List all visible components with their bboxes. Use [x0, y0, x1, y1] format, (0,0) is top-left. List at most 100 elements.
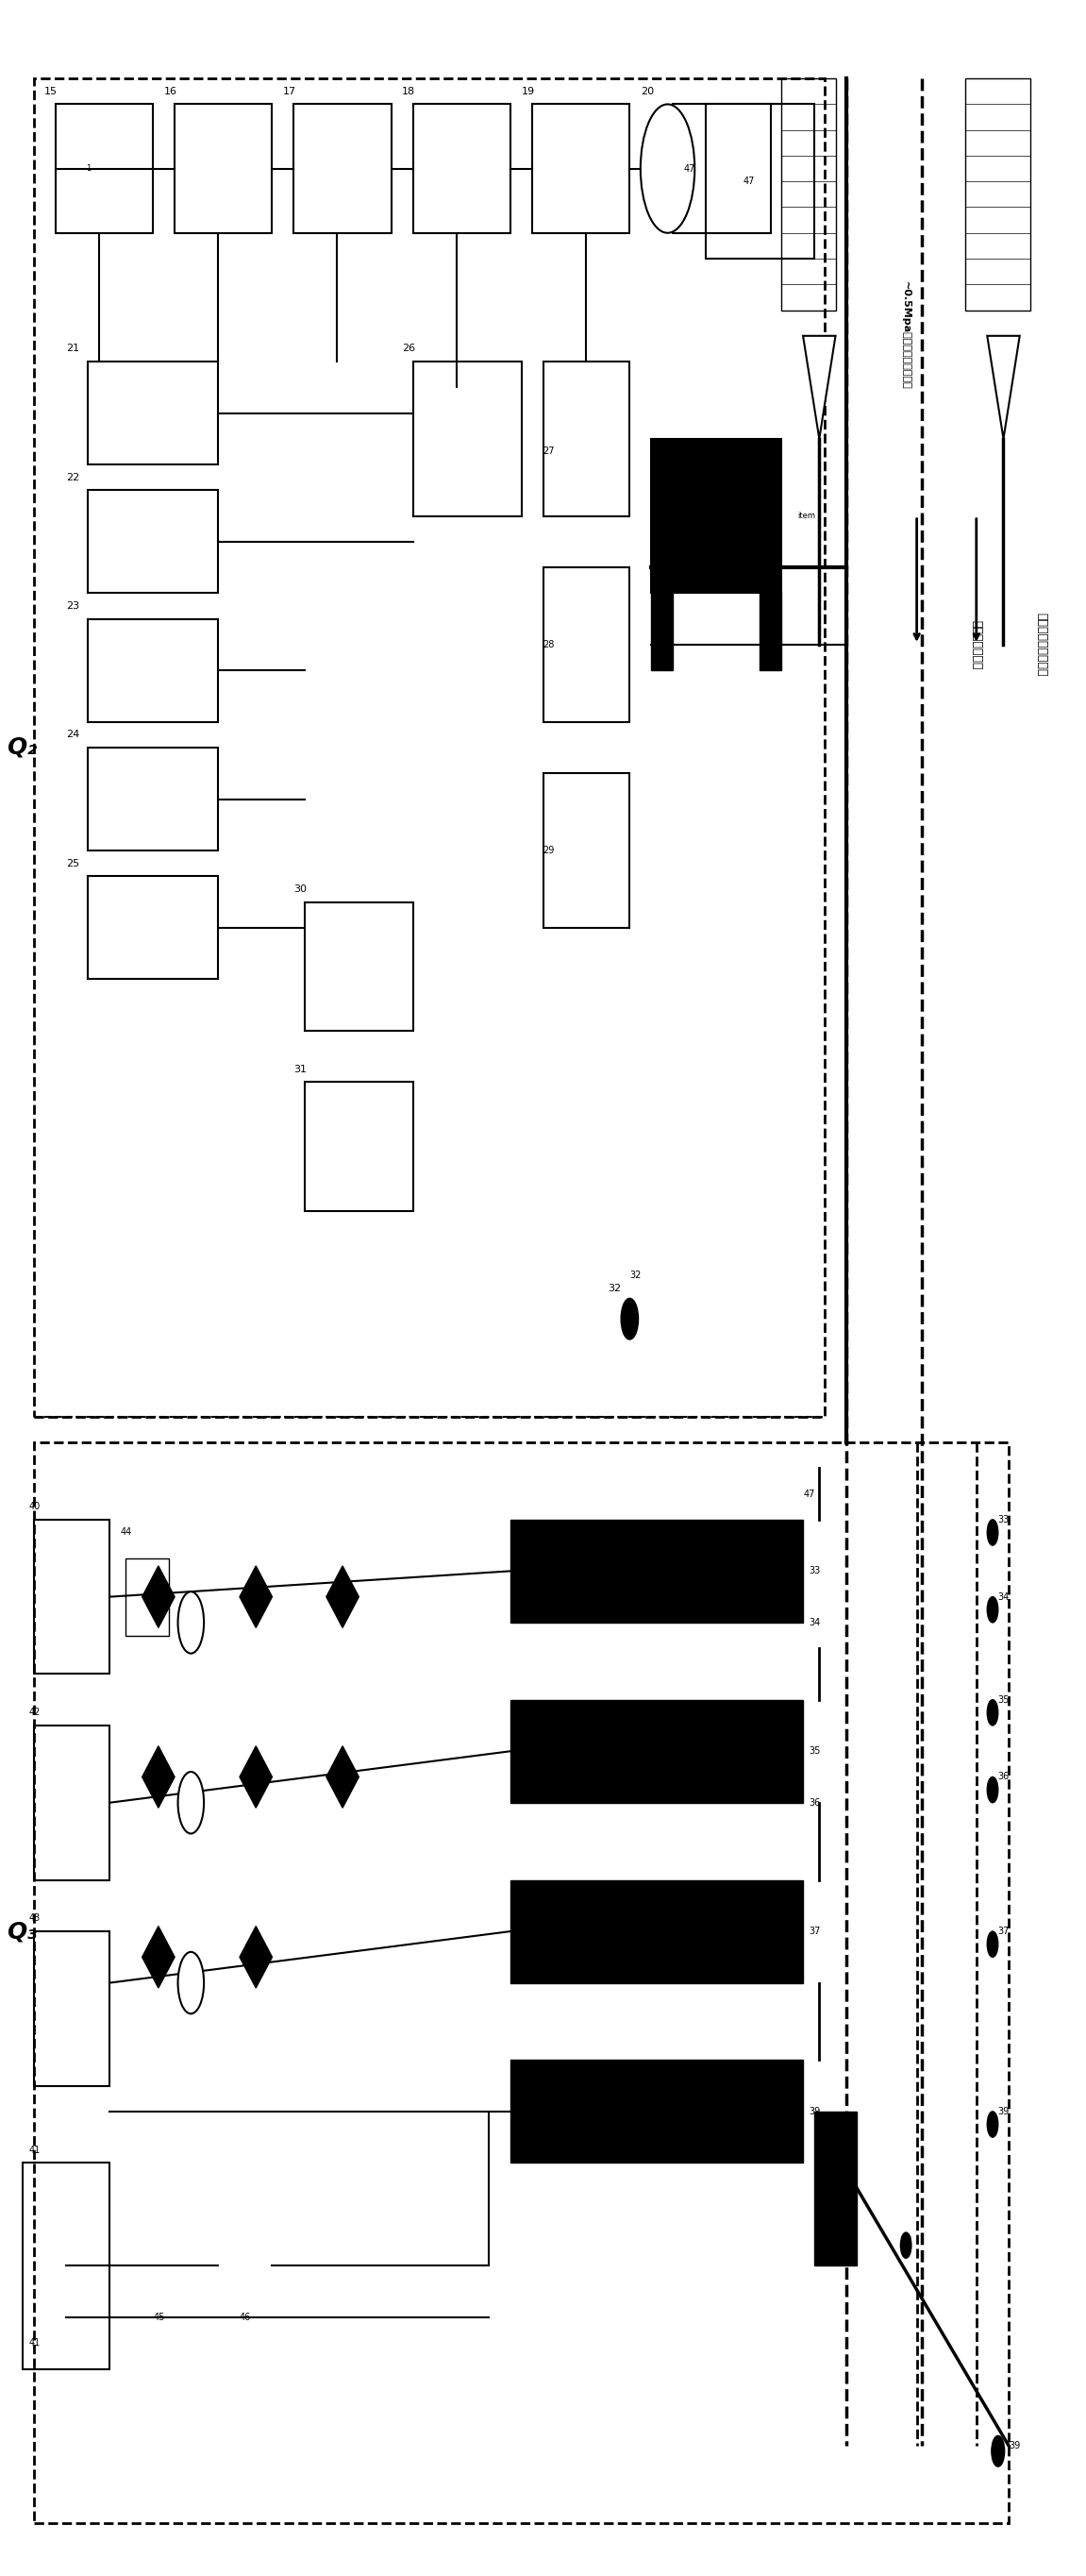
Bar [88, 361, 218, 464]
Text: 29: 29 [543, 845, 554, 855]
Polygon shape [240, 1927, 273, 1989]
Bar [543, 567, 630, 721]
Text: 47: 47 [743, 178, 755, 185]
Text: 36: 36 [998, 1772, 1010, 1783]
Bar [510, 1880, 803, 1984]
Polygon shape [142, 1747, 175, 1808]
Text: 15: 15 [45, 88, 58, 95]
Bar [543, 361, 630, 515]
Circle shape [987, 1520, 998, 1546]
Circle shape [900, 2233, 911, 2259]
Circle shape [987, 1777, 998, 1803]
Text: 38: 38 [900, 2236, 912, 2244]
Bar [413, 361, 521, 515]
Text: 26: 26 [402, 345, 416, 353]
Text: 35: 35 [998, 1695, 1010, 1705]
Text: 22: 22 [66, 471, 79, 482]
Polygon shape [326, 1747, 358, 1808]
Polygon shape [142, 1566, 175, 1628]
Bar [532, 103, 630, 232]
Text: 41: 41 [28, 2339, 40, 2347]
Text: 41: 41 [28, 2146, 40, 2154]
Bar [673, 103, 770, 232]
Bar [706, 103, 813, 258]
Polygon shape [142, 1927, 175, 1989]
Bar [88, 747, 218, 850]
Bar [55, 103, 153, 232]
Text: 28: 28 [543, 639, 554, 649]
Text: 与下游装置连接: 与下游装置连接 [970, 621, 983, 670]
Circle shape [178, 1592, 204, 1654]
Text: 43: 43 [28, 1914, 40, 1924]
Polygon shape [240, 1566, 273, 1628]
Text: item: item [797, 513, 816, 520]
Bar [510, 1520, 803, 1623]
Circle shape [987, 2112, 998, 2138]
Text: 33: 33 [998, 1515, 1010, 1525]
Bar [510, 2061, 803, 2164]
Bar [760, 592, 781, 670]
Text: 47: 47 [803, 1489, 814, 1499]
Text: 1: 1 [86, 165, 90, 173]
Circle shape [178, 1953, 204, 2014]
Text: ~0.5Mpa下蒸汽压缩机进出口: ~0.5Mpa下蒸汽压缩机进出口 [901, 281, 911, 389]
Bar [34, 1726, 110, 1880]
Text: 40: 40 [28, 1502, 40, 1512]
Bar [175, 103, 273, 232]
Bar [294, 103, 391, 232]
Polygon shape [803, 335, 835, 438]
Text: 23: 23 [66, 600, 79, 611]
Bar [34, 1443, 1009, 2524]
Bar [34, 1520, 110, 1674]
Bar [23, 2164, 110, 2370]
Text: 32: 32 [608, 1283, 621, 1293]
Text: 45: 45 [153, 2313, 165, 2321]
Text: 44: 44 [121, 1528, 132, 1538]
Text: 34: 34 [998, 1592, 1010, 1602]
Text: 25: 25 [66, 858, 79, 868]
Bar [88, 489, 218, 592]
Bar [781, 77, 835, 309]
Text: 36: 36 [808, 1798, 820, 1808]
Text: 31: 31 [294, 1064, 307, 1074]
Bar [652, 438, 781, 592]
Text: 37: 37 [808, 1927, 820, 1937]
Bar [126, 1558, 169, 1636]
Text: 42: 42 [28, 1708, 40, 1718]
Bar [88, 618, 218, 721]
Text: 32: 32 [630, 1270, 642, 1280]
Text: 39: 39 [998, 2107, 1010, 2117]
Text: 21: 21 [66, 345, 79, 353]
Circle shape [992, 2437, 1005, 2468]
Circle shape [987, 1700, 998, 1726]
Text: Q₂: Q₂ [7, 737, 37, 760]
Text: 16: 16 [164, 88, 177, 95]
Polygon shape [326, 1566, 358, 1628]
Circle shape [641, 103, 695, 232]
Text: Q₃: Q₃ [7, 1919, 37, 1942]
Text: 30: 30 [294, 884, 307, 894]
Text: 37: 37 [998, 1927, 1010, 1937]
Bar [652, 592, 673, 670]
Circle shape [621, 1298, 639, 1340]
Text: 27: 27 [543, 446, 554, 456]
Bar [88, 876, 218, 979]
Circle shape [178, 1772, 204, 1834]
Text: 米目前处理装置目具: 米目前处理装置目具 [1035, 613, 1048, 677]
Text: 33: 33 [808, 1566, 820, 1577]
Bar [813, 2112, 857, 2267]
Text: 17: 17 [283, 88, 296, 95]
Bar [510, 1700, 803, 1803]
Bar [413, 103, 510, 232]
Bar [34, 77, 824, 1417]
Bar [965, 77, 1031, 309]
Bar [305, 1082, 413, 1211]
Circle shape [987, 1932, 998, 1958]
Polygon shape [240, 1747, 273, 1808]
Text: 39: 39 [808, 2107, 820, 2117]
Bar [34, 1932, 110, 2087]
Text: 24: 24 [66, 729, 79, 739]
Text: 18: 18 [402, 88, 416, 95]
Polygon shape [987, 335, 1020, 438]
Bar [305, 902, 413, 1030]
